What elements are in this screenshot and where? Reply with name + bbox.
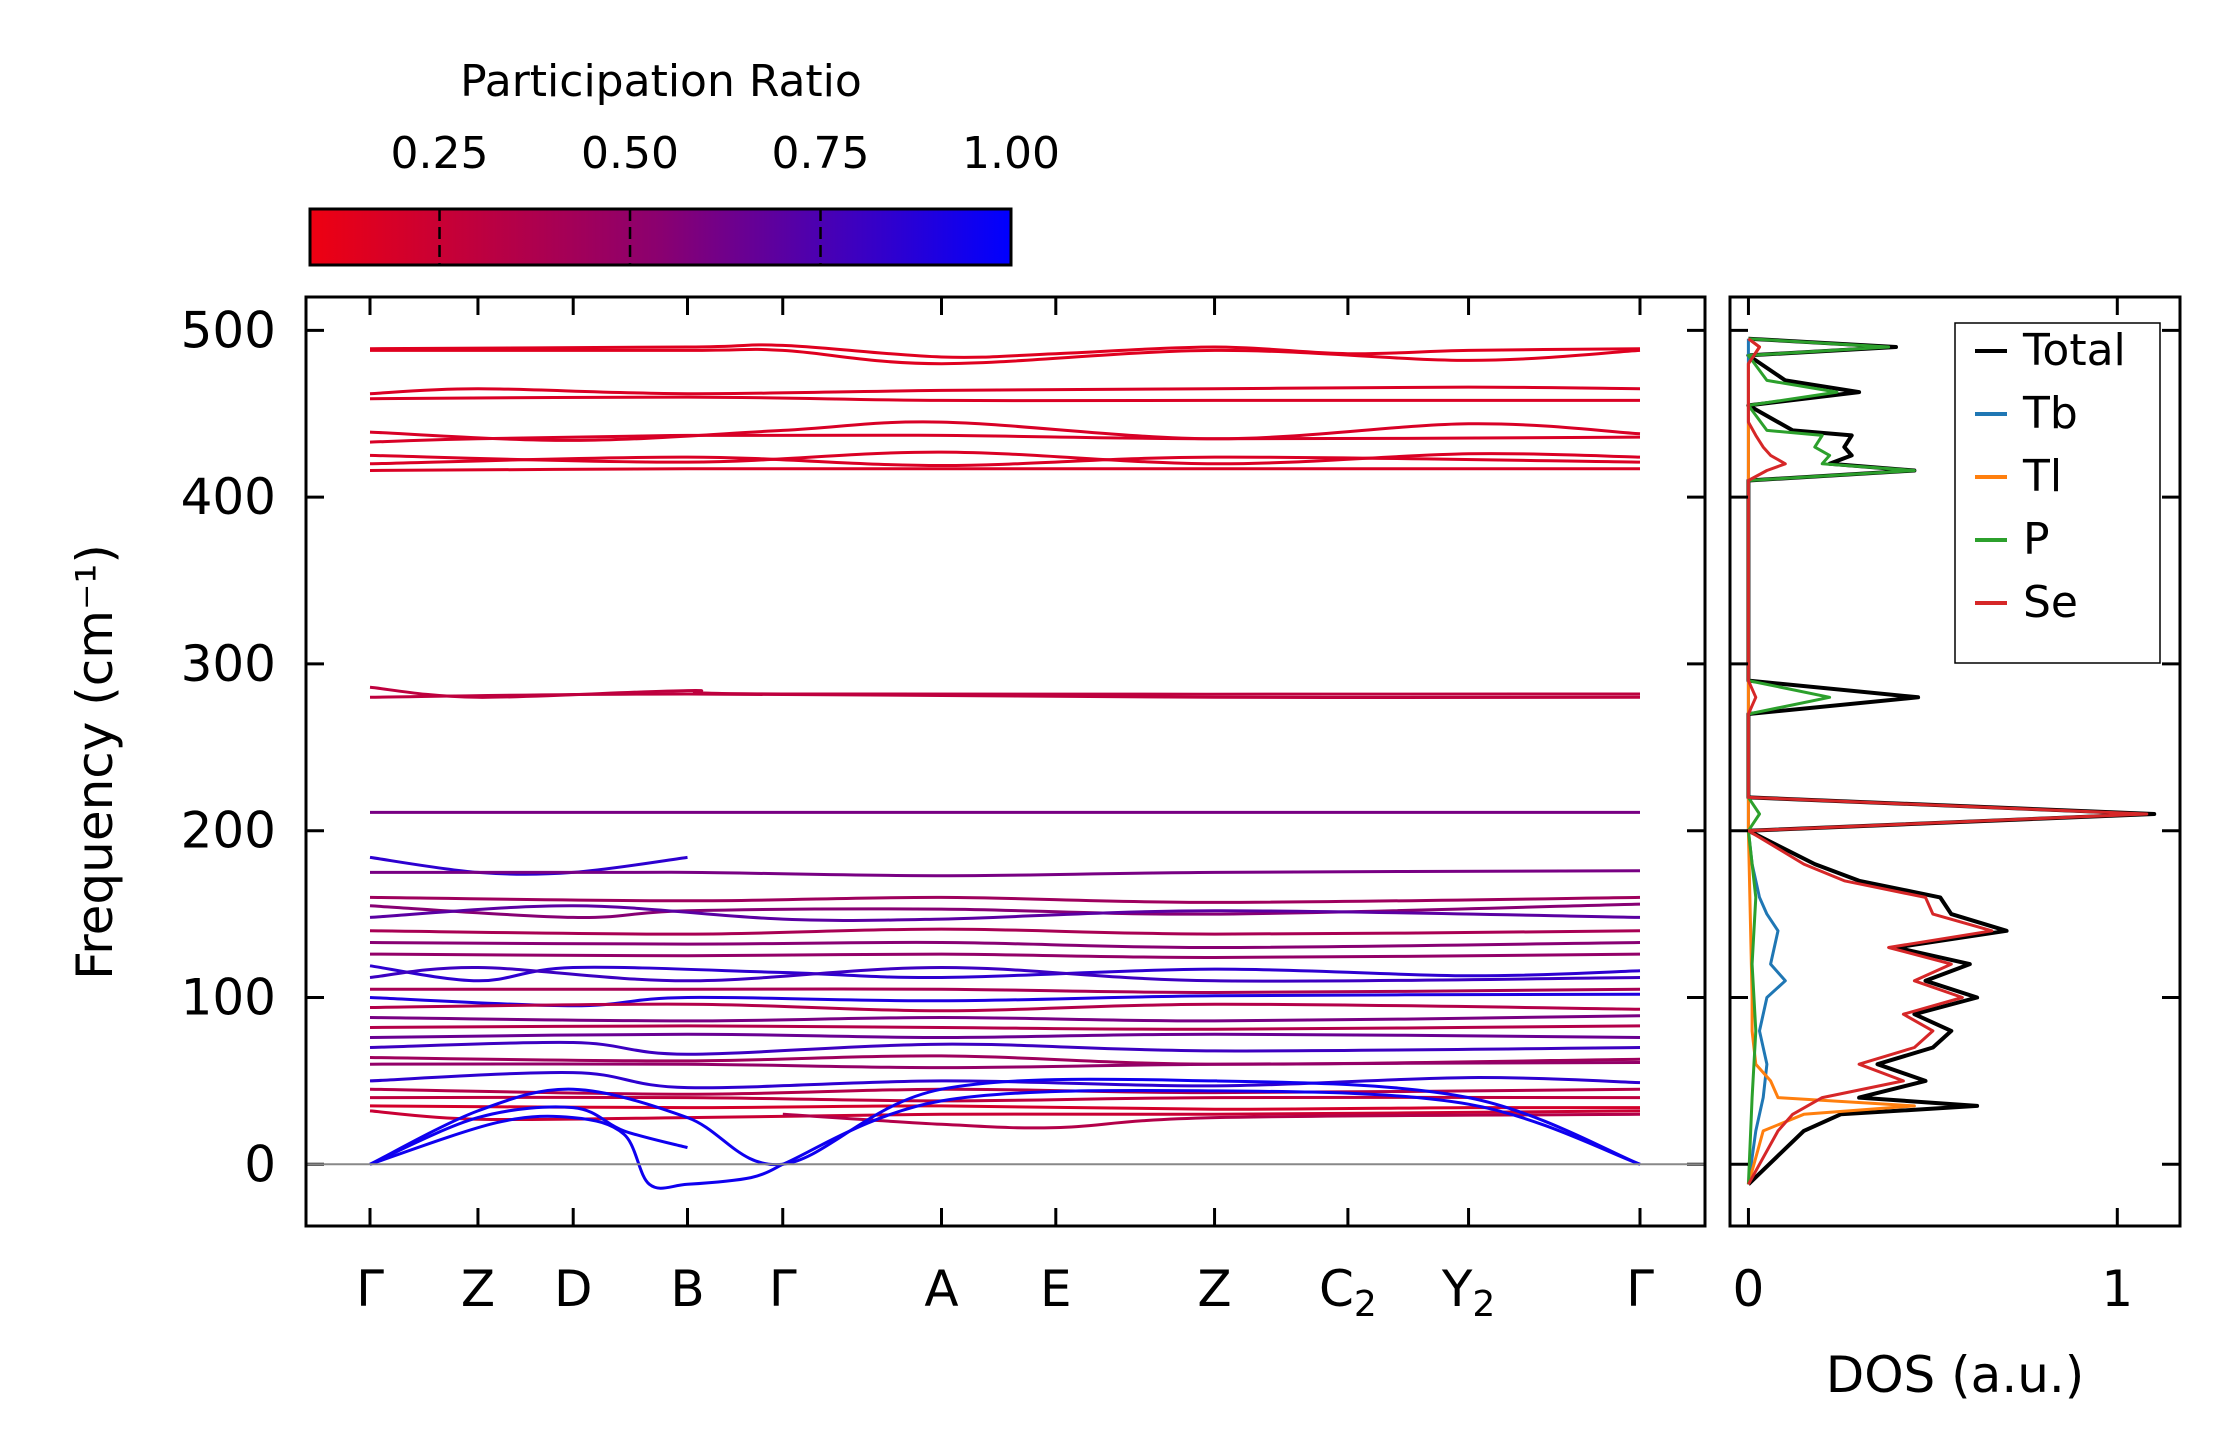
band-line	[369, 904, 1641, 922]
k-point-label: Z	[1197, 1260, 1231, 1318]
y-tick-label: 200	[181, 802, 276, 860]
legend-label: Tl	[2022, 451, 2062, 502]
band-line	[369, 455, 1641, 467]
band-lines	[369, 343, 1641, 1190]
y-tick-label: 300	[181, 635, 276, 693]
band-line	[369, 467, 1640, 472]
k-point-label: Γ	[356, 1260, 384, 1318]
band-line	[369, 965, 1641, 983]
band-line	[369, 1040, 1641, 1056]
band-line	[369, 420, 1641, 442]
dos-line-p	[1746, 337, 1916, 1185]
dos-line-total	[1746, 336, 2157, 1186]
k-point-label: E	[1040, 1260, 1072, 1318]
band-line	[782, 1112, 1641, 1130]
legend-box	[1954, 322, 2161, 664]
y-tick-label: 400	[181, 468, 276, 526]
band-line	[369, 1032, 1641, 1039]
band-line	[369, 1061, 1641, 1070]
band-line	[370, 347, 1641, 366]
k-point-label: Γ	[769, 1260, 797, 1318]
band-line	[369, 855, 688, 876]
legend-label: Total	[2022, 325, 2126, 376]
band-line	[370, 987, 1641, 994]
k-point-label: Γ	[1626, 1260, 1654, 1318]
band-line	[369, 895, 1641, 904]
k-point-label: A	[924, 1260, 958, 1318]
colorbar: Participation Ratio 0.25 0.50 0.75 1.00	[308, 56, 1060, 267]
colorbar-label: Participation Ratio	[460, 56, 862, 107]
band-line	[369, 433, 1641, 444]
dos-x-tick-label: 0	[1733, 1260, 1765, 1318]
band-line	[369, 1105, 688, 1166]
band-line	[369, 343, 1641, 359]
band-line	[369, 385, 1641, 396]
band-line	[369, 1104, 1641, 1111]
band-line	[370, 869, 1641, 878]
band-line	[369, 927, 1641, 936]
band-line	[369, 395, 1640, 403]
dos-legend: Total Tb Tl P Se	[1954, 322, 2161, 664]
k-point-label: B	[670, 1260, 704, 1318]
colorbar-gradient	[308, 207, 1013, 267]
colorbar-tick-label: 0.25	[391, 128, 489, 179]
legend-label: Tb	[2022, 388, 2078, 439]
band-structure-panel: Frequency (cm⁻¹) 0 100 200 300 400 500 Γ Z D B Γ A E…	[66, 295, 1707, 1325]
band-line	[369, 964, 1641, 983]
colorbar-ticks: 0.25 0.50 0.75 1.00	[391, 128, 1060, 265]
y-tick-label: 0	[244, 1135, 276, 1193]
colorbar-tick-label: 1.00	[962, 128, 1060, 179]
band-line	[369, 1109, 1641, 1122]
band-line	[369, 1070, 1641, 1090]
k-point-label: D	[554, 1260, 593, 1318]
band-line	[782, 1088, 1641, 1166]
band-line	[369, 1014, 1641, 1023]
y-axis-label: Frequency (cm⁻¹)	[66, 544, 124, 980]
k-point-label: Y2	[1441, 1260, 1495, 1325]
band-frame	[304, 295, 1707, 1228]
legend-label: P	[2023, 514, 2050, 565]
band-axes: 0 100 200 300 400 500 Γ Z D B Γ A E Z C2 Y2 Γ	[181, 297, 1705, 1325]
colorbar-tick-label: 0.75	[772, 128, 870, 179]
legend-label: Se	[2023, 577, 2078, 628]
k-point-label: Z	[461, 1260, 495, 1318]
band-line	[369, 1087, 1641, 1096]
band-line	[369, 1002, 1641, 1013]
dos-xlabel: DOS (a.u.)	[1826, 1346, 2085, 1404]
dos-frame	[1728, 295, 2182, 1228]
band-line	[369, 692, 1641, 700]
y-tick-label: 100	[181, 969, 276, 1027]
band-line	[369, 940, 1641, 949]
band-line	[369, 952, 1641, 959]
k-point-label: C2	[1319, 1260, 1377, 1325]
dos-x-tick-label: 1	[2101, 1260, 2133, 1318]
band-line	[369, 685, 1641, 699]
y-tick-label: 500	[181, 301, 276, 359]
dos-lines	[1746, 336, 2157, 1186]
y-axis-label-text: Frequency (cm⁻¹)	[66, 544, 124, 980]
band-line	[369, 450, 1641, 466]
colorbar-tick-label: 0.50	[581, 128, 679, 179]
dos-line-se	[1746, 337, 2149, 1186]
band-line	[369, 1114, 784, 1190]
band-line	[369, 1024, 1641, 1031]
